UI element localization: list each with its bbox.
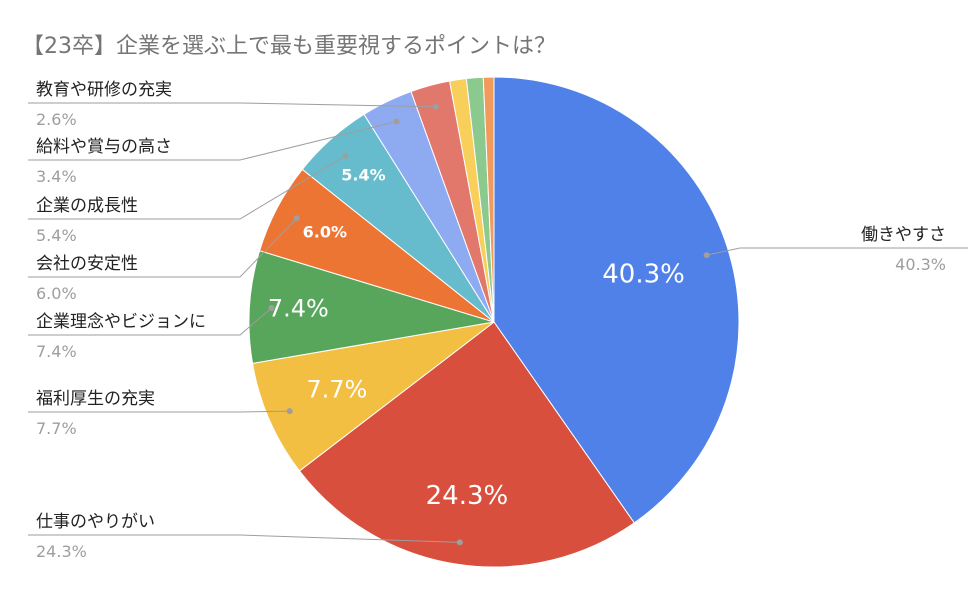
slice-percent-label: 24.3% <box>36 542 87 561</box>
callout-line <box>28 534 460 543</box>
slice-percent-label: 3.4% <box>36 167 77 186</box>
pie-slice <box>251 321 495 472</box>
pie-slice <box>482 76 495 323</box>
callout-dot <box>432 103 439 110</box>
pie-slice <box>248 250 495 364</box>
slice-value-label: 40.3% <box>602 259 685 289</box>
slice-value-label: 5.4% <box>341 165 385 184</box>
slice-value-label: 24.3% <box>426 481 509 511</box>
slice-value-label: 6.0% <box>303 223 347 242</box>
callout-dot <box>703 252 710 259</box>
slice-category-label: 給料や賞与の高さ <box>36 137 172 157</box>
callout-line <box>706 247 968 256</box>
slice-value-label: 7.4% <box>268 295 329 323</box>
callout-line <box>28 410 290 413</box>
callout-line <box>28 307 272 336</box>
chart-title: 【23卒】企業を選ぶ上で最も重要視するポイントは？ <box>22 34 556 59</box>
slice-percent-label: 5.4% <box>36 226 77 245</box>
slice-percent-label: 6.0% <box>36 284 77 303</box>
slice-category-label: 福利厚生の充実 <box>36 389 155 409</box>
slice-percent-label: 7.4% <box>36 342 77 361</box>
slice-category-label: 企業理念やビジョンに <box>36 311 206 332</box>
slice-percent-label: 7.7% <box>36 419 77 438</box>
slice-category-label: 教育や研修の充実 <box>36 80 172 100</box>
callout-line <box>28 155 346 220</box>
slice-percent-label: 40.3% <box>895 255 946 274</box>
slice-category-label: 会社の安定性 <box>36 254 138 274</box>
callout-dot <box>456 539 463 546</box>
callout-dot <box>293 215 300 222</box>
callout-dot <box>342 152 349 159</box>
callout-line <box>28 217 297 278</box>
callout-dot <box>286 408 293 415</box>
callout-line <box>28 120 397 161</box>
callout-dot <box>268 305 275 312</box>
callout-line <box>28 102 436 108</box>
slice-percent-label: 2.6% <box>36 110 77 129</box>
slice-category-label: 企業の成長性 <box>36 196 138 216</box>
pie-slice <box>493 76 740 524</box>
pie-slice <box>298 321 635 568</box>
slice-category-label: 働きやすさ <box>861 225 946 245</box>
slice-category-label: 仕事のやりがい <box>36 512 155 532</box>
slice-value-label: 7.7% <box>306 376 367 404</box>
callout-dot <box>393 118 400 125</box>
